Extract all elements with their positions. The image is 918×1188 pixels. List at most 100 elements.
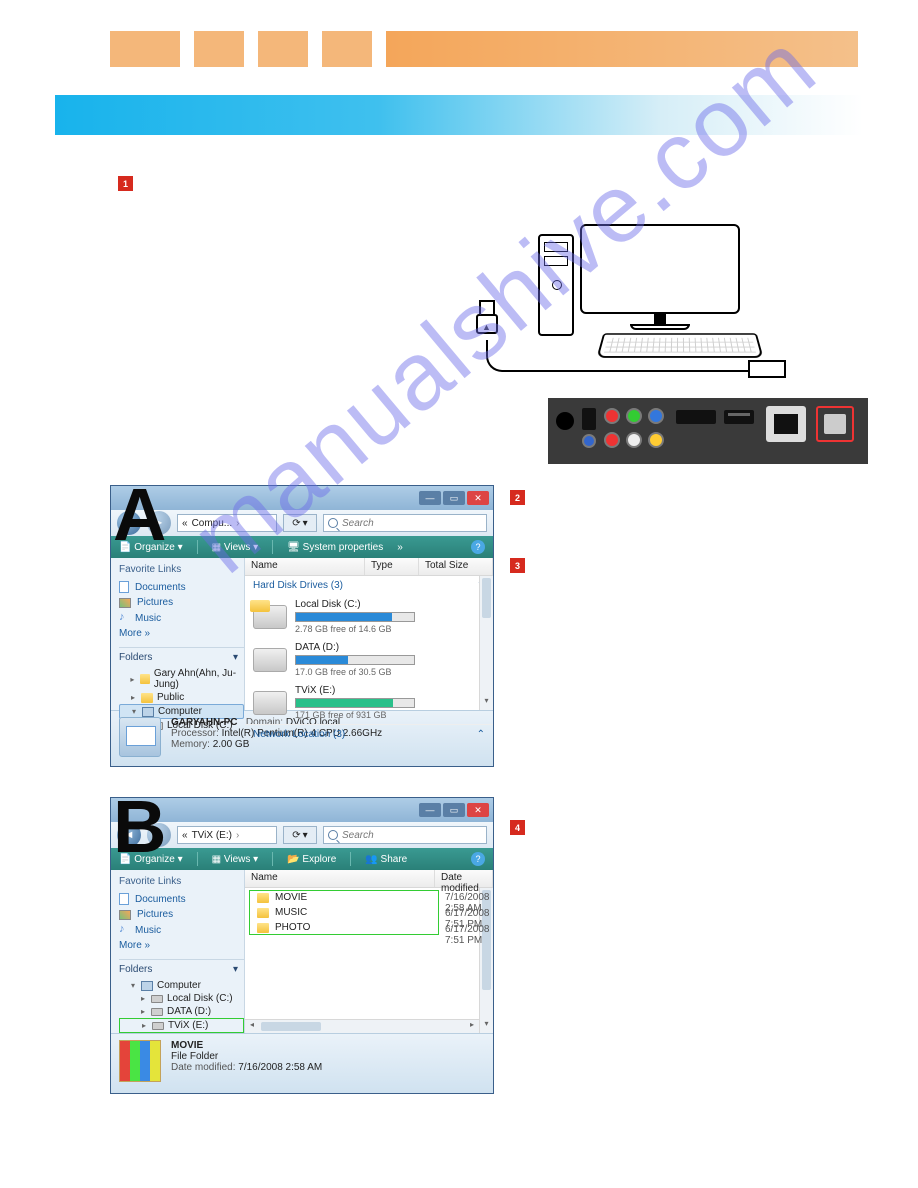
column-name[interactable]: Name [245, 558, 365, 575]
usb-a-plug-icon: ▲ [476, 300, 498, 340]
column-headers[interactable]: Name Date modified [245, 870, 493, 888]
list-item[interactable]: MOVIE [249, 890, 439, 905]
explorer-window-computer: A — ▭ ✕ ◄ ► « Compu... › ⟳▾ Search 📄 Org… [110, 485, 494, 767]
column-name[interactable]: Name [245, 870, 435, 887]
minimize-button[interactable]: — [419, 491, 441, 505]
pc-tower-icon [538, 234, 574, 336]
horizontal-scrollbar[interactable]: ◂▸ [245, 1019, 479, 1033]
usb-b-plug-icon [748, 360, 786, 378]
monitor-icon [580, 224, 740, 339]
computer-icon [142, 707, 154, 717]
help-button[interactable]: ? [471, 540, 485, 554]
list-item[interactable]: MUSIC [249, 905, 439, 920]
orange-bar-wide [386, 31, 858, 67]
item-date: 6/17/2008 7:51 PM [445, 924, 493, 946]
breadcrumb-prefix: « [182, 518, 188, 529]
titlebar[interactable]: — ▭ ✕ [111, 798, 493, 822]
favorite-link-music[interactable]: ♪Music [119, 610, 244, 626]
tree-item-data-d[interactable]: ▸DATA (D:) [119, 1005, 244, 1018]
details-item-name: MOVIE [171, 1040, 322, 1051]
breadcrumb-location: TViX (E:) [192, 830, 232, 841]
vertical-scrollbar[interactable]: ▾ [479, 576, 493, 710]
breadcrumb[interactable]: « Compu... › [177, 514, 277, 532]
favorite-link-music[interactable]: ♪Music [119, 922, 244, 938]
drive-icon [151, 1008, 163, 1016]
refresh-button[interactable]: ⟳▾ [283, 514, 317, 532]
orange-bar-1 [110, 31, 180, 67]
favorite-link-pictures[interactable]: Pictures [119, 907, 244, 922]
item-name: PHOTO [275, 922, 310, 933]
tree-item-tvix-e[interactable]: ▸TViX (E:) [119, 1018, 244, 1033]
group-header-network[interactable]: Network Location (3)⌃ [245, 724, 493, 744]
breadcrumb[interactable]: « TViX (E:) › [177, 826, 277, 844]
favorites-header: Favorite Links [119, 876, 244, 887]
maximize-button[interactable]: ▭ [443, 491, 465, 505]
maximize-button[interactable]: ▭ [443, 803, 465, 817]
music-icon: ♪ [119, 924, 129, 936]
search-icon [328, 518, 338, 528]
group-header-hdd[interactable]: Hard Disk Drives (3)⌃ [245, 576, 493, 595]
favorite-link-pictures[interactable]: Pictures [119, 595, 244, 610]
favorite-link-documents[interactable]: Documents [119, 579, 244, 595]
favorites-more[interactable]: More » [119, 626, 244, 641]
cyan-banner [55, 95, 863, 135]
list-item[interactable]: PHOTO [249, 920, 439, 935]
search-input[interactable]: Search [323, 514, 487, 532]
folder-tree: ▾Computer ▸Local Disk (C:) ▸DATA (D:) ▸T… [119, 979, 244, 1033]
close-button[interactable]: ✕ [467, 803, 489, 817]
help-button[interactable]: ? [471, 852, 485, 866]
drive-icon [253, 648, 287, 672]
drive-icon [152, 1022, 164, 1030]
documents-icon [119, 581, 129, 593]
drive-row[interactable]: TViX (E:)171 GB free of 931 GB [245, 681, 493, 724]
drive-row[interactable]: Local Disk (C:)2.78 GB free of 14.6 GB [245, 595, 493, 638]
folders-header[interactable]: Folders▾ [119, 959, 244, 979]
drive-free-text: 17.0 GB free of 30.5 GB [295, 667, 485, 677]
titlebar[interactable]: — ▭ ✕ [111, 486, 493, 510]
folders-header[interactable]: Folders▾ [119, 647, 244, 667]
search-placeholder: Search [342, 830, 374, 841]
folder-icon [140, 674, 150, 684]
explore-button[interactable]: 📂 Explore [287, 854, 336, 865]
tree-item-local-disk-c[interactable]: ▸Local Disk (C:) [119, 992, 244, 1005]
computer-icon [141, 981, 153, 991]
refresh-button[interactable]: ⟳▾ [283, 826, 317, 844]
drive-free-text: 171 GB free of 931 GB [295, 710, 485, 720]
column-headers[interactable]: Name Type Total Size [245, 558, 493, 576]
usb-cable-segment [486, 340, 566, 372]
pictures-icon [119, 910, 131, 920]
column-total-size[interactable]: Total Size [419, 558, 493, 575]
views-menu[interactable]: ▦ Views ▾ [212, 854, 259, 865]
favorites-more[interactable]: More » [119, 938, 244, 953]
item-name: MUSIC [275, 907, 307, 918]
minimize-button[interactable]: — [419, 803, 441, 817]
more-commands[interactable]: » [397, 542, 403, 553]
usb-b-port-icon [824, 414, 846, 434]
tree-item-computer[interactable]: ▾Computer [119, 979, 244, 992]
column-date-modified[interactable]: Date modified [435, 870, 493, 887]
orange-bar-2 [194, 31, 244, 67]
drive-icon [253, 605, 287, 629]
address-bar: ◄ ► « TViX (E:) › ⟳▾ Search [111, 822, 493, 848]
callout-letter-b: B [113, 797, 166, 869]
drive-row[interactable]: DATA (D:)17.0 GB free of 30.5 GB [245, 638, 493, 681]
usb-connection-diagram: ▲ [450, 210, 850, 400]
content-pane: Name Date modified MOVIEMUSICPHOTO ◂▸ ▾ … [245, 870, 493, 1033]
tree-item-user[interactable]: ▸Gary Ahn(Ahn, Ju-Jung) [119, 667, 244, 691]
folder-icon [141, 693, 153, 703]
step-marker-1: 1 [118, 176, 133, 191]
tree-item-public[interactable]: ▸Public [119, 691, 244, 704]
system-properties-button[interactable]: 🖥 System properties [287, 542, 383, 553]
search-input[interactable]: Search [323, 826, 487, 844]
close-button[interactable]: ✕ [467, 491, 489, 505]
chevron-right-icon: › [236, 830, 239, 841]
details-item-type: File Folder [171, 1051, 322, 1062]
column-type[interactable]: Type [365, 558, 419, 575]
favorite-link-documents[interactable]: Documents [119, 891, 244, 907]
details-computer-name: GARYAHN-PC [171, 717, 238, 728]
keyboard-icon [596, 333, 763, 358]
views-menu[interactable]: ▦ Views ▾ [212, 542, 259, 553]
power-jack-icon [556, 412, 574, 430]
orange-bar-3 [258, 31, 308, 67]
share-button[interactable]: 👥 Share [365, 854, 407, 865]
